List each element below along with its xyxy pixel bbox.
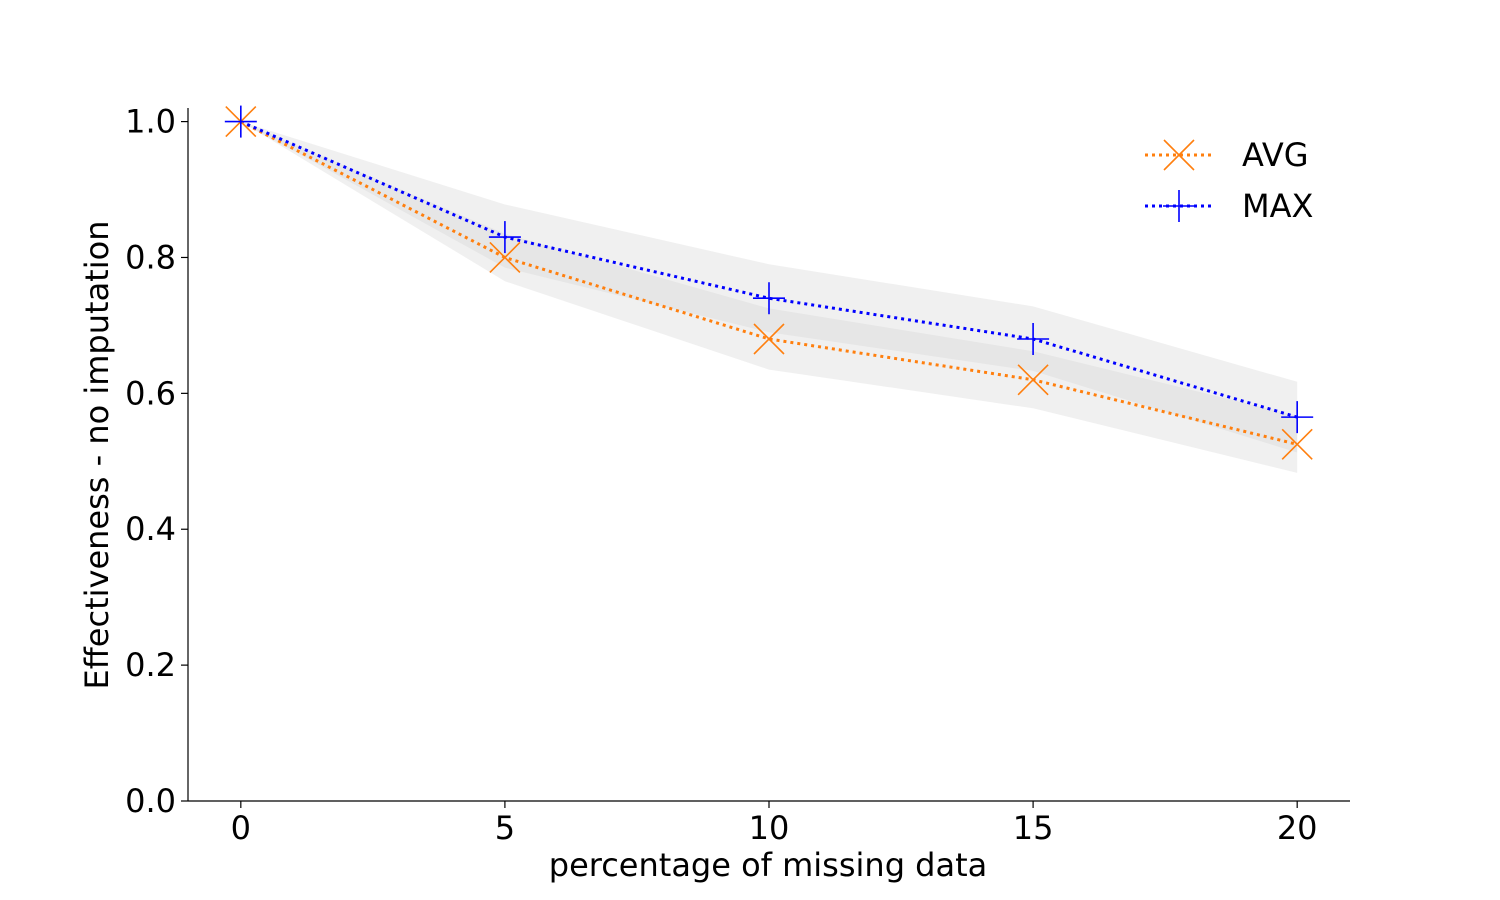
data-point-max: [753, 282, 785, 315]
tick-labels: 0 5 10 15 20 0.0 0.2 0.4 0.6 0.8 1.0: [125, 103, 1317, 847]
x-axis-title: percentage of missing data: [549, 846, 988, 884]
axes: [187, 108, 1350, 802]
x-tick-label: 10: [749, 809, 790, 847]
y-tick-label: 0.4: [125, 510, 176, 548]
legend-marker-plus-icon: [1163, 190, 1195, 222]
legend-marker-x-icon: [1163, 139, 1195, 171]
series-line-avg: [240, 120, 1298, 446]
y-tick-label: 0.6: [125, 374, 176, 412]
y-axis-title: Effectiveness - no imputation: [78, 221, 116, 690]
data-point-avg: [753, 323, 785, 355]
data-point-avg: [1017, 364, 1049, 396]
x-tick-label: 5: [495, 809, 515, 847]
y-tick-label: 0.2: [125, 646, 176, 684]
data-point-max: [1281, 401, 1314, 434]
data-point-max: [224, 105, 257, 138]
data-point-avg: [1281, 428, 1313, 460]
legend: AVG MAX: [1145, 136, 1313, 225]
legend-label: AVG: [1242, 136, 1309, 174]
data-point-avg: [489, 241, 521, 274]
data-point-max: [488, 221, 521, 254]
x-tick-label: 15: [1013, 809, 1054, 847]
y-tick-label: 0.0: [125, 782, 176, 820]
data-point-max: [1017, 323, 1050, 355]
x-tick-label: 20: [1277, 809, 1318, 847]
legend-label: MAX: [1242, 187, 1313, 225]
y-tick-label: 0.8: [125, 238, 176, 276]
legend-item-max: MAX: [1145, 187, 1313, 225]
series-layer: [224, 105, 1314, 460]
band-avg: [240, 121, 1298, 473]
series-line-max: [240, 120, 1298, 419]
y-tick-label: 1.0: [125, 103, 176, 141]
legend-item-avg: AVG: [1145, 136, 1309, 174]
x-tick-label: 0: [231, 809, 251, 847]
